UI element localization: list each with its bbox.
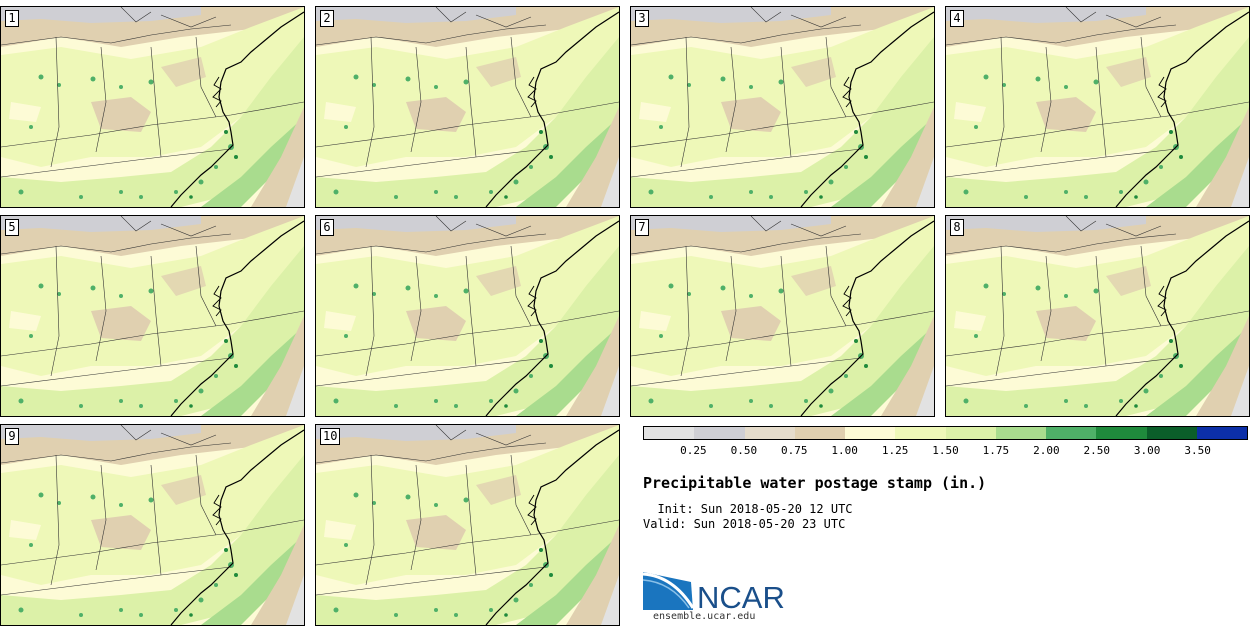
precip-water-map: [1, 425, 304, 625]
colorbar-tick-label: 0.50: [730, 444, 758, 457]
colorbar-tick-label: 1.75: [982, 444, 1010, 457]
member-panel: 6: [315, 215, 620, 417]
colorbar-swatch: [1046, 427, 1097, 439]
member-number-label: 1: [5, 10, 19, 27]
colorbar-swatch: [845, 427, 896, 439]
colorbar: [643, 426, 1248, 440]
precip-water-map: [631, 216, 934, 416]
colorbar-tick-label: 1.00: [831, 444, 858, 457]
colorbar-tick-label: 3.50: [1184, 444, 1211, 457]
colorbar-ticks: 0.25 0.50 0.75 1.00 1.25 1.50 1.75 2.00 2.50 3.00…: [643, 444, 1248, 460]
precip-water-map: [946, 216, 1249, 416]
member-panel: 4: [945, 6, 1250, 208]
figure-title: Precipitable water postage stamp (in.): [643, 474, 987, 492]
colorbar-swatch: [644, 427, 695, 439]
precip-water-map: [1, 216, 304, 416]
colorbar-tick-label: 0.75: [781, 444, 808, 457]
colorbar-swatch: [1196, 427, 1247, 439]
precip-water-map: [316, 216, 619, 416]
precip-water-map: [316, 425, 619, 625]
colorbar-tick-label: 2.00: [1033, 444, 1060, 457]
member-number-label: 9: [5, 428, 19, 445]
member-number-label: 8: [950, 219, 964, 236]
member-panel: 10: [315, 424, 620, 626]
colorbar-swatch: [945, 427, 996, 439]
colorbar-tick-label: 0.25: [680, 444, 707, 457]
ensemble-url: ensemble.ucar.edu: [653, 611, 756, 622]
valid-time: Valid: Sun 2018-05-20 23 UTC: [643, 517, 846, 531]
colorbar-swatch: [995, 427, 1046, 439]
ncar-logo-text: NCAR: [697, 580, 785, 615]
member-number-label: 2: [320, 10, 334, 27]
colorbar-swatch: [794, 427, 845, 439]
member-number-label: 6: [320, 219, 334, 236]
member-panel: 1: [0, 6, 305, 208]
member-panel: 9: [0, 424, 305, 626]
member-number-label: 4: [950, 10, 964, 27]
colorbar-tick-label: 2.50: [1083, 444, 1111, 457]
init-time: Init: Sun 2018-05-20 12 UTC: [643, 502, 853, 516]
ncar-logo: NCAR: [643, 572, 785, 615]
member-panel: 5: [0, 215, 305, 417]
colorbar-swatch: [895, 427, 946, 439]
member-number-label: 5: [5, 219, 19, 236]
colorbar-swatch: [744, 427, 795, 439]
member-number-label: 7: [635, 219, 649, 236]
member-panel: 3: [630, 6, 935, 208]
colorbar-tick-label: 3.00: [1133, 444, 1161, 457]
member-panel: 7: [630, 215, 935, 417]
colorbar-tick-label: 1.50: [932, 444, 959, 457]
member-panel: 2: [315, 6, 620, 208]
precip-water-map: [316, 7, 619, 207]
member-panel: 8: [945, 215, 1250, 417]
member-number-label: 3: [635, 10, 649, 27]
precip-water-map: [1, 7, 304, 207]
member-number-label: 10: [320, 428, 341, 445]
colorbar-swatch: [1146, 427, 1197, 439]
colorbar-swatch: [694, 427, 745, 439]
precip-water-map: [946, 7, 1249, 207]
colorbar-swatch: [1096, 427, 1147, 439]
colorbar-tick-label: 1.25: [881, 444, 909, 457]
precip-water-map: [631, 7, 934, 207]
